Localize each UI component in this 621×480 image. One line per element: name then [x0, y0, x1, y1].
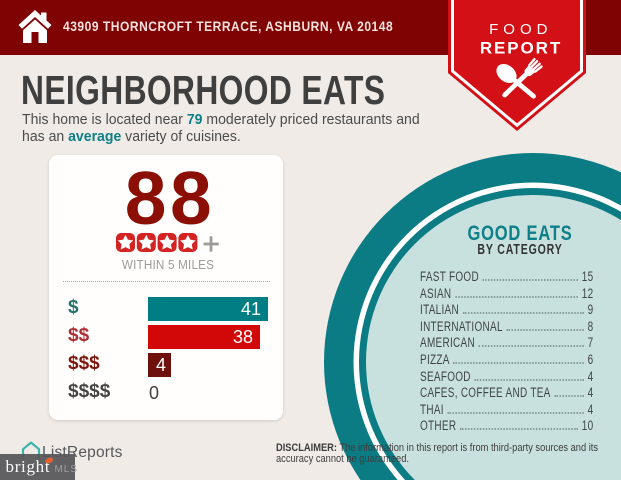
svg-text:FOOD: FOOD — [489, 21, 552, 38]
svg-text:REPORT: REPORT — [480, 38, 562, 57]
